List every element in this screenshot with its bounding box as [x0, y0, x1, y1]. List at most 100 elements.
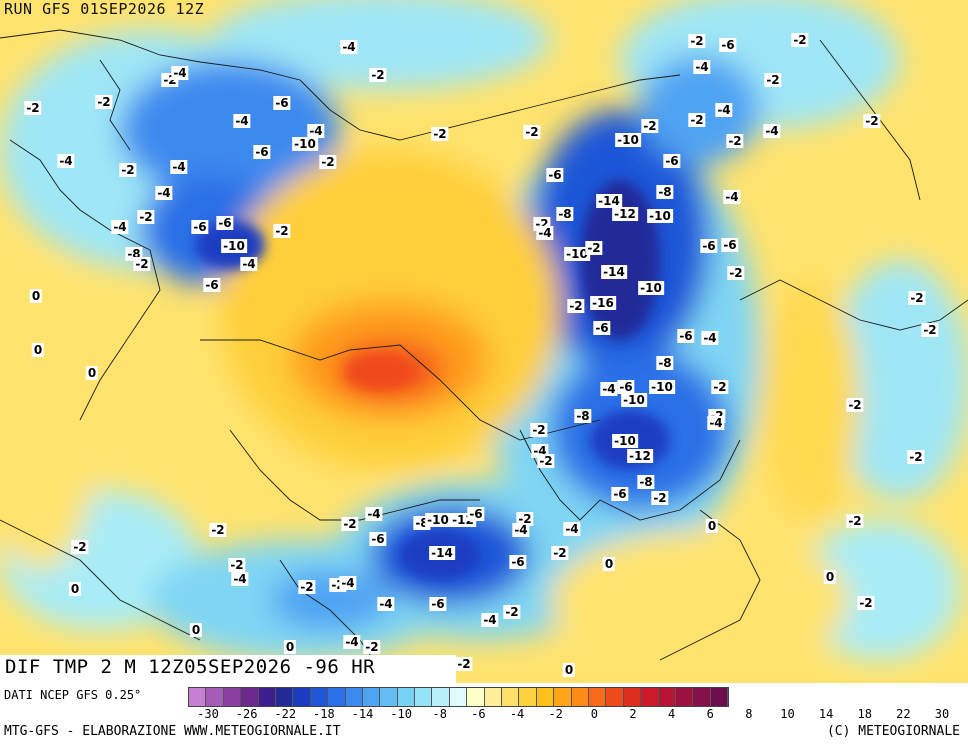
contour-value-label: 0 — [29, 289, 43, 303]
contour-value-label: -2 — [530, 423, 548, 437]
legend-swatch — [345, 688, 363, 706]
contour-value-label: -4 — [563, 522, 581, 536]
contour-value-label: 0 — [602, 557, 616, 571]
legend-swatch — [328, 688, 346, 706]
legend-swatch — [189, 688, 207, 706]
contour-value-label: -2 — [727, 266, 745, 280]
legend-swatch — [536, 688, 555, 706]
contour-value-label: -2 — [688, 113, 706, 127]
legend-swatch — [710, 688, 729, 706]
legend-swatch — [223, 688, 242, 706]
legend-tick-label: -22 — [274, 707, 297, 721]
contour-value-label: -4 — [233, 114, 251, 128]
contour-value-label: -10 — [292, 137, 318, 151]
contour-value-label: -2 — [651, 491, 669, 505]
legend-swatch — [606, 688, 624, 706]
legend-swatch — [310, 688, 329, 706]
legend-swatch — [554, 688, 572, 706]
contour-value-label: -12 — [627, 449, 653, 463]
contour-value-label: -2 — [688, 34, 706, 48]
contour-value-label: -10 — [564, 247, 590, 261]
legend-swatch — [623, 688, 642, 706]
contour-value-label: -4 — [707, 416, 725, 430]
legend-swatch — [380, 688, 398, 706]
contour-value-label: -2 — [846, 398, 864, 412]
legend-swatch — [467, 688, 485, 706]
contour-value-label: -4 — [340, 40, 358, 54]
contour-value-label: -6 — [719, 38, 737, 52]
contour-value-label: -4 — [536, 226, 554, 240]
contour-value-label: -4 — [701, 331, 719, 345]
map-field — [0, 0, 968, 683]
contour-value-label: -2 — [585, 241, 603, 255]
legend-tick-label: -8 — [432, 707, 448, 721]
contour-value-label: -2 — [857, 596, 875, 610]
contour-value-label: -2 — [551, 546, 569, 560]
contour-value-label: -6 — [611, 487, 629, 501]
legend-swatch — [693, 688, 711, 706]
contour-value-label: -8 — [556, 207, 574, 221]
legend-tick-label: -2 — [548, 707, 563, 721]
contour-value-label: -6 — [273, 96, 291, 110]
contour-value-label: -6 — [617, 380, 635, 394]
credit-right: (C) METEOGIORNALE — [826, 724, 960, 739]
contour-value-label: -2 — [455, 657, 473, 671]
legend-tick-label: -18 — [313, 707, 335, 721]
legend-ticks: -30 -26 -22 -18 -14 -10 -8 -6 -4 -2 0 2 4 6 8 10 14 18 22 3… — [188, 707, 962, 723]
contour-value-label: -2 — [341, 517, 359, 531]
legend-swatch — [588, 688, 607, 706]
contour-value-label: -2 — [523, 125, 541, 139]
contour-value-label: -14 — [596, 194, 622, 208]
legend-tick-label: -6 — [471, 707, 486, 721]
contour-value-label: -4 — [155, 186, 173, 200]
data-source: DATI NCEP GFS 0.25° — [4, 688, 142, 702]
contour-value-label: -4 — [693, 60, 711, 74]
contour-value-label: -6 — [509, 555, 527, 569]
contour-value-label: -14 — [601, 265, 627, 279]
legend-tick-label: 0 — [590, 707, 598, 721]
legend-tick-label: -10 — [390, 707, 412, 721]
contour-value-label: -4 — [481, 613, 499, 627]
contour-value-label: -4 — [171, 66, 189, 80]
contour-value-label: -10 — [621, 393, 647, 407]
contour-value-label: -2 — [516, 512, 534, 526]
contour-value-label: -6 — [253, 145, 271, 159]
contour-value-label: 0 — [85, 366, 99, 380]
contour-value-label: -4 — [240, 257, 258, 271]
legend-tick-label: 4 — [667, 707, 676, 721]
contour-value-label: -2 — [863, 114, 881, 128]
legend-swatch — [502, 688, 520, 706]
legend-swatch — [258, 688, 276, 706]
contour-value-label: -2 — [907, 450, 925, 464]
contour-value-label: -4 — [170, 160, 188, 174]
legend-swatch — [293, 688, 311, 706]
contour-value-label: -4 — [600, 382, 618, 396]
contour-value-label: -4 — [111, 220, 129, 234]
temperature-anomaly-map — [0, 0, 968, 683]
contour-value-label: -4 — [343, 635, 361, 649]
legend-swatch — [449, 688, 468, 706]
contour-value-label: -10 — [615, 133, 641, 147]
contour-value-label: -2 — [95, 95, 113, 109]
contour-value-label: -6 — [700, 239, 718, 253]
legend-swatch — [362, 688, 381, 706]
contour-value-label: -6 — [203, 278, 221, 292]
legend-swatch — [519, 688, 537, 706]
contour-value-label: -2 — [764, 73, 782, 87]
legend-colorbar — [188, 687, 730, 707]
contour-value-label: -2 — [567, 299, 585, 313]
contour-value-label: -8 — [656, 356, 674, 370]
legend-tick-label: 30 — [934, 707, 950, 721]
contour-value-label: -2 — [537, 454, 555, 468]
contour-value-label: -6 — [663, 154, 681, 168]
legend-swatch — [658, 688, 676, 706]
contour-value-label: -4 — [231, 572, 249, 586]
contour-value-label: -2 — [228, 558, 246, 572]
contour-value-label: -2 — [908, 291, 926, 305]
contour-value-label: -10 — [638, 281, 664, 295]
legend-tick-label: -30 — [197, 707, 219, 721]
contour-value-label: -6 — [721, 238, 739, 252]
contour-value-label: -10 — [647, 209, 673, 223]
contour-value-label: 0 — [562, 663, 576, 677]
contour-value-label: -6 — [216, 216, 234, 230]
